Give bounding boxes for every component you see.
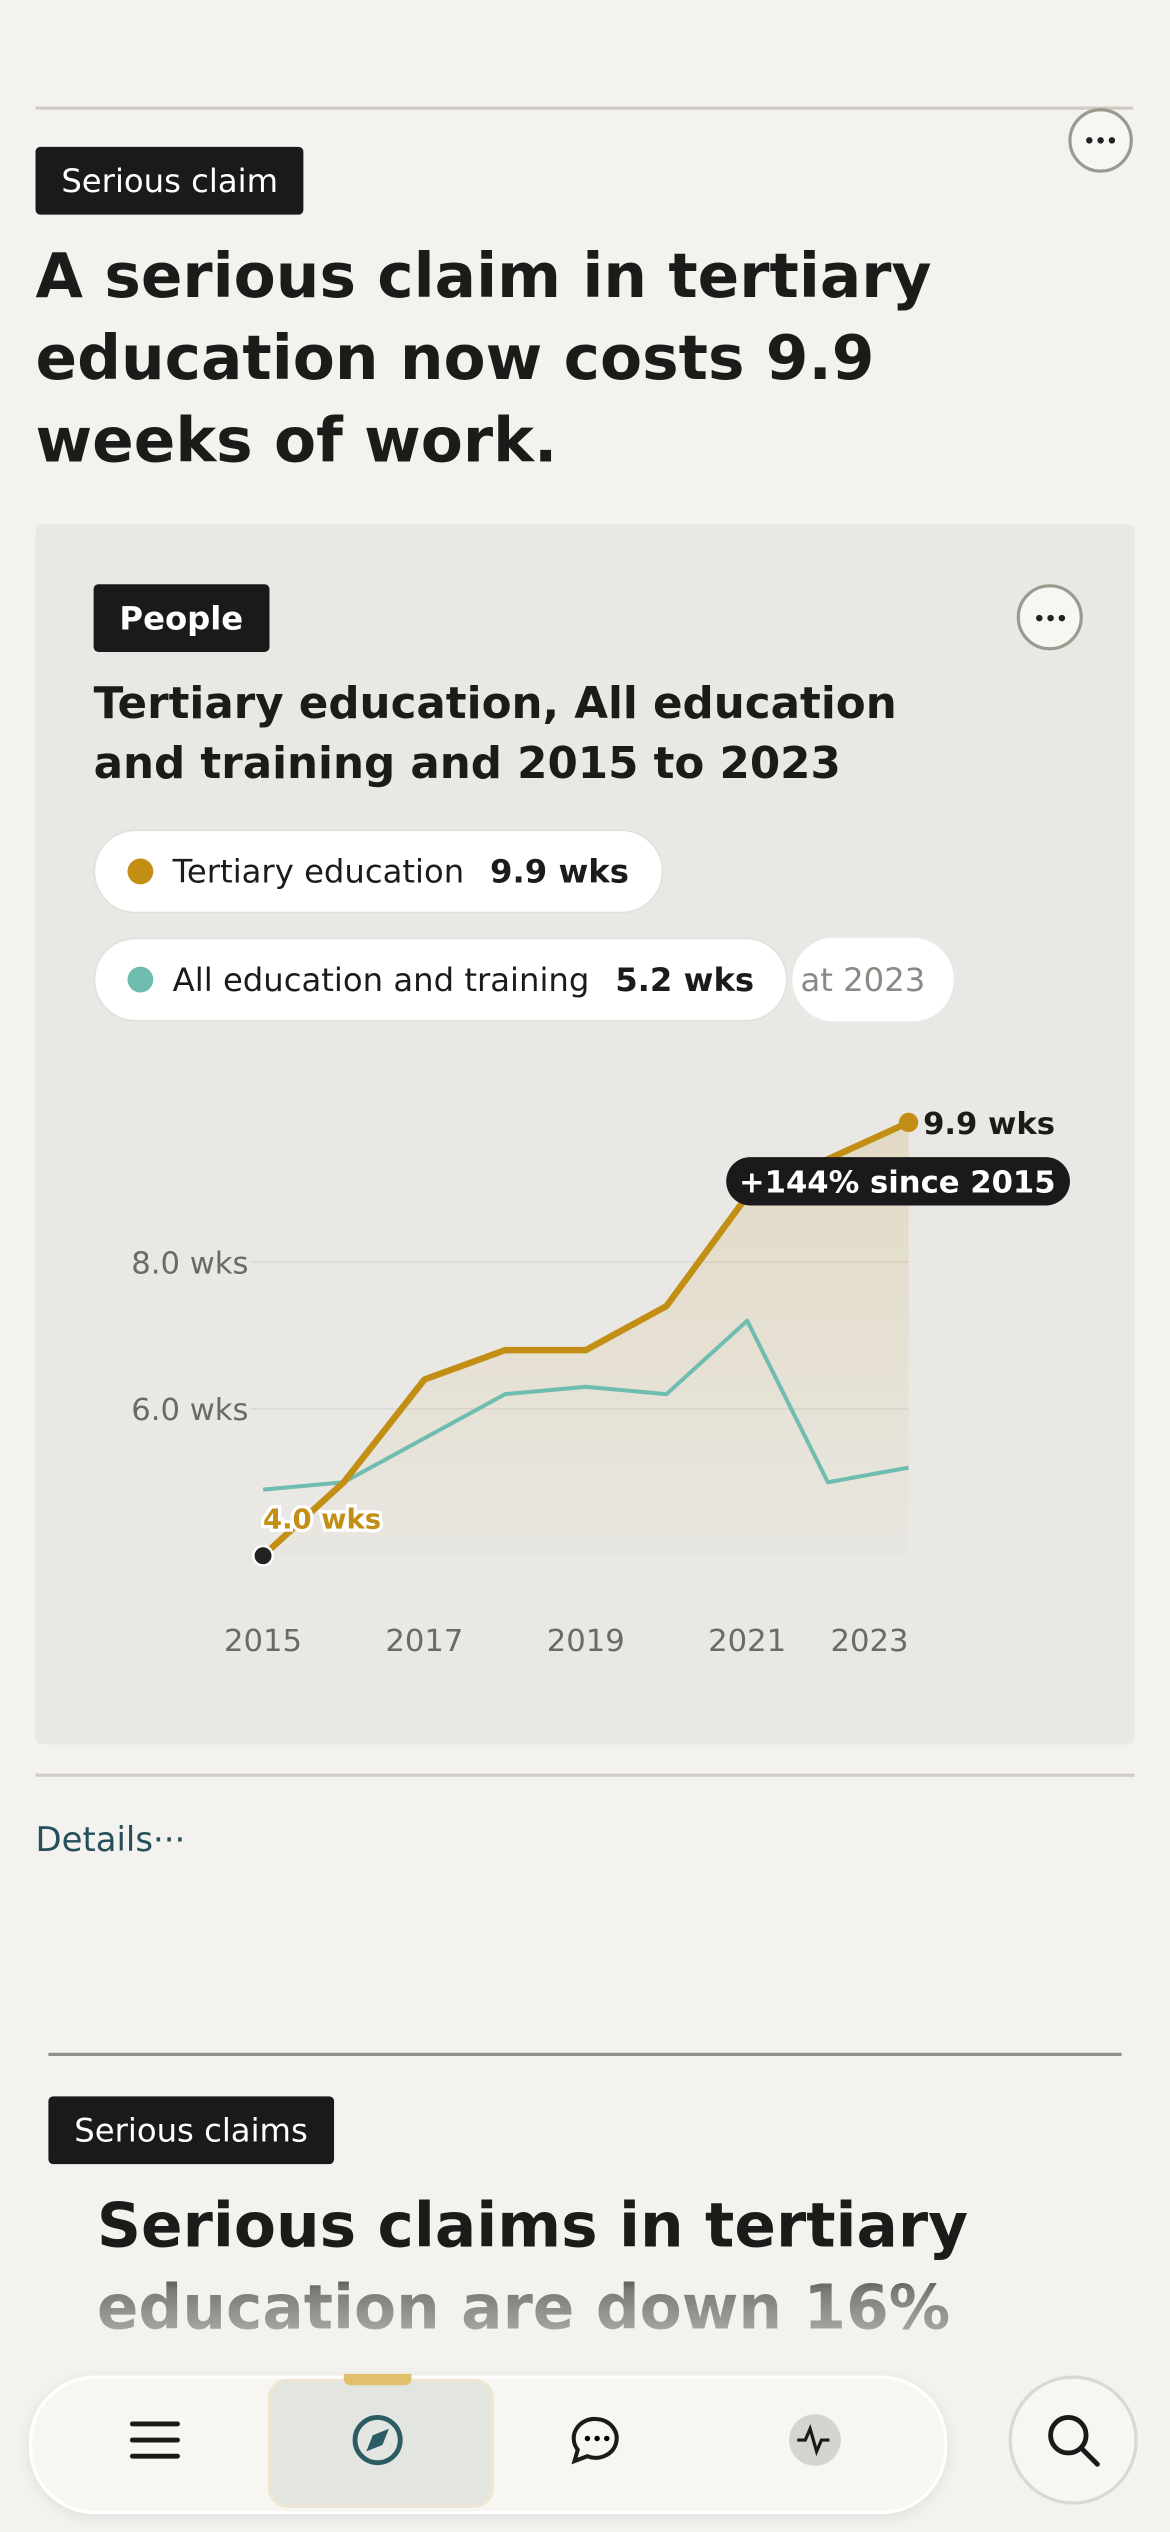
legend-label: Tertiary education [172, 852, 465, 891]
divider [48, 2052, 1122, 2056]
change-label: +144% since 2015 [739, 1166, 1056, 1201]
activity-icon[interactable] [789, 2414, 841, 2466]
x-tick-label: 2023 [831, 1624, 909, 1659]
explore-icon[interactable] [352, 2415, 403, 2466]
search-button[interactable] [1008, 2375, 1138, 2505]
x-tick-label: 2017 [385, 1624, 463, 1659]
tab-indicator [343, 2373, 412, 2386]
menu-icon[interactable] [129, 2421, 180, 2459]
card-badge: People [93, 584, 270, 652]
x-tick-label: 2021 [708, 1624, 786, 1659]
start-point [252, 1544, 274, 1567]
y-tick-label: 8.0 wks [131, 1246, 248, 1281]
area [263, 1122, 909, 1556]
legend-value: 5.2 wks [615, 960, 755, 999]
badge: Serious claim [35, 146, 304, 215]
more-button[interactable] [1016, 584, 1083, 651]
line [262, 1318, 909, 1492]
badge: Serious claims [48, 2096, 334, 2165]
x-tick-label: 2015 [224, 1624, 302, 1659]
end-point [898, 1112, 919, 1133]
more-button[interactable] [1068, 108, 1133, 173]
chat-icon[interactable] [571, 2416, 619, 2465]
divider [35, 1773, 1135, 1777]
legend-note: at 2023 [792, 937, 955, 1022]
headline: A serious claim in tertiary education no… [35, 240, 932, 477]
details-link[interactable]: Details··· [35, 1820, 186, 1860]
x-tick-label: 2019 [547, 1624, 625, 1659]
legend-value: 9.9 wks [490, 852, 629, 891]
y-tick-label: 6.0 wks [131, 1393, 248, 1428]
legend-item[interactable]: Tertiary education 9.9 wks [93, 829, 663, 914]
legend-dot [127, 966, 154, 993]
headline: Serious claims in tertiary education are… [96, 2189, 969, 2363]
legend-label: All education and training [172, 960, 590, 999]
legend-item[interactable]: All education and training 5.2 wks [93, 937, 789, 1022]
change-pill [726, 1157, 1070, 1206]
tab-icons [129, 2375, 1138, 2505]
start-label: 4.0 wks [263, 1504, 381, 1535]
card-title: Tertiary education, All education and tr… [93, 679, 897, 790]
end-label: 9.9 wks [923, 1107, 1055, 1142]
legend-dot [127, 858, 154, 885]
divider [35, 106, 1133, 110]
